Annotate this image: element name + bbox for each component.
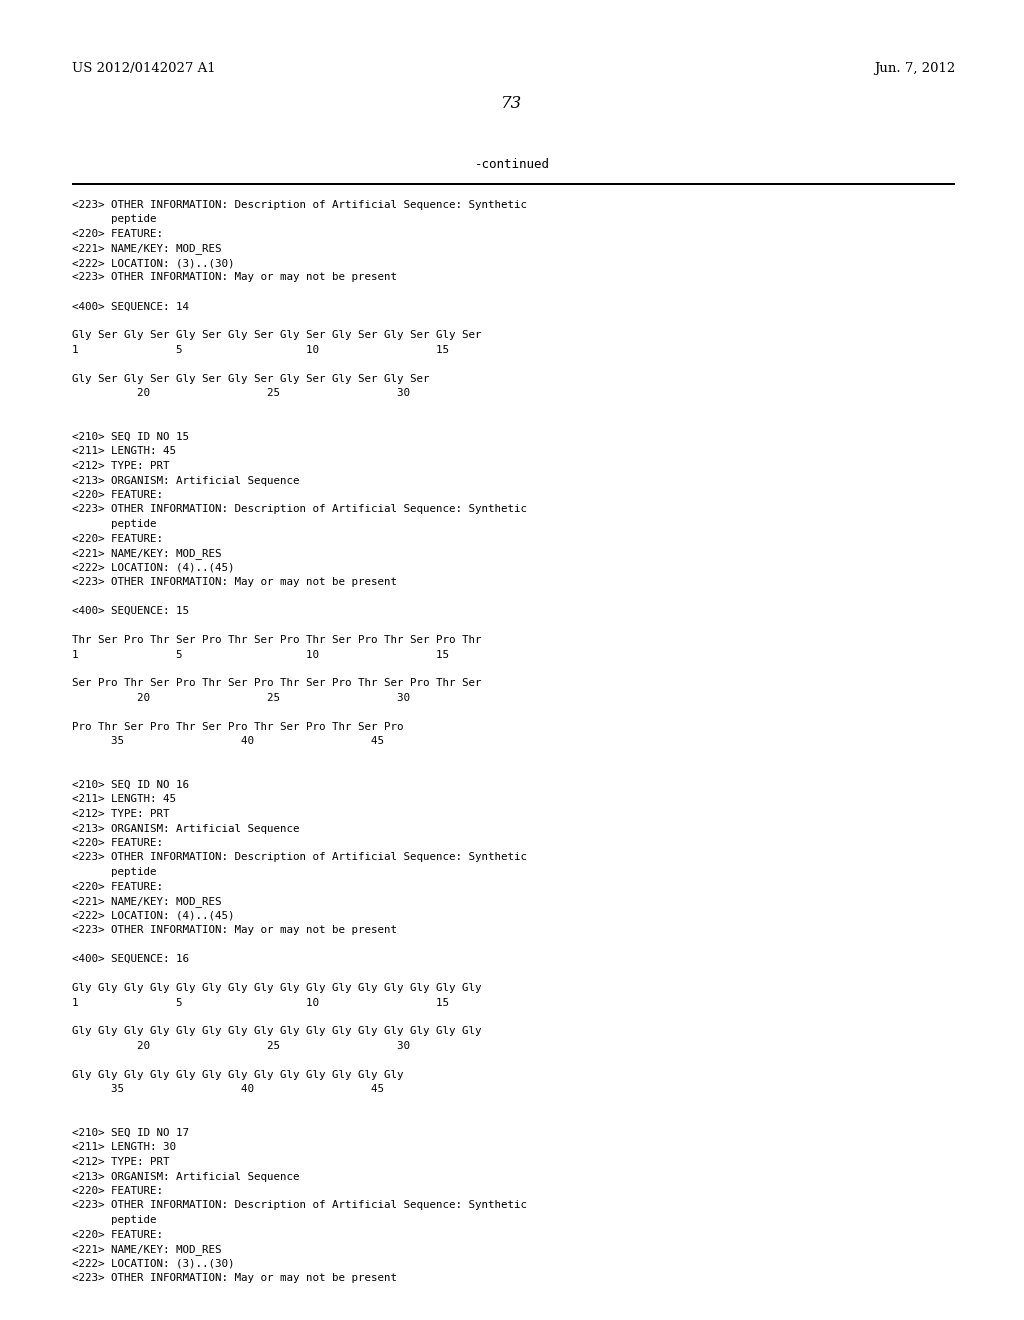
Text: <400> SEQUENCE: 14: <400> SEQUENCE: 14 — [72, 301, 189, 312]
Text: 20                  25                  30: 20 25 30 — [72, 388, 410, 399]
Text: <220> FEATURE:: <220> FEATURE: — [72, 1185, 163, 1196]
Text: <213> ORGANISM: Artificial Sequence: <213> ORGANISM: Artificial Sequence — [72, 824, 299, 833]
Text: 20                  25                  30: 20 25 30 — [72, 693, 410, 704]
Text: <220> FEATURE:: <220> FEATURE: — [72, 490, 163, 500]
Text: <222> LOCATION: (4)..(45): <222> LOCATION: (4)..(45) — [72, 562, 234, 573]
Text: <223> OTHER INFORMATION: Description of Artificial Sequence: Synthetic: <223> OTHER INFORMATION: Description of … — [72, 201, 527, 210]
Text: peptide: peptide — [72, 519, 157, 529]
Text: Gly Gly Gly Gly Gly Gly Gly Gly Gly Gly Gly Gly Gly Gly Gly Gly: Gly Gly Gly Gly Gly Gly Gly Gly Gly Gly … — [72, 983, 481, 993]
Text: <212> TYPE: PRT: <212> TYPE: PRT — [72, 1158, 170, 1167]
Text: <211> LENGTH: 30: <211> LENGTH: 30 — [72, 1143, 176, 1152]
Text: US 2012/0142027 A1: US 2012/0142027 A1 — [72, 62, 216, 75]
Text: <223> OTHER INFORMATION: May or may not be present: <223> OTHER INFORMATION: May or may not … — [72, 272, 397, 282]
Text: 1               5                   10                  15: 1 5 10 15 — [72, 649, 449, 660]
Text: Gly Ser Gly Ser Gly Ser Gly Ser Gly Ser Gly Ser Gly Ser: Gly Ser Gly Ser Gly Ser Gly Ser Gly Ser … — [72, 374, 429, 384]
Text: <223> OTHER INFORMATION: Description of Artificial Sequence: Synthetic: <223> OTHER INFORMATION: Description of … — [72, 1200, 527, 1210]
Text: <213> ORGANISM: Artificial Sequence: <213> ORGANISM: Artificial Sequence — [72, 475, 299, 486]
Text: <212> TYPE: PRT: <212> TYPE: PRT — [72, 461, 170, 471]
Text: 35                  40                  45: 35 40 45 — [72, 1085, 384, 1094]
Text: <222> LOCATION: (3)..(30): <222> LOCATION: (3)..(30) — [72, 257, 234, 268]
Text: 20                  25                  30: 20 25 30 — [72, 1041, 410, 1051]
Text: <211> LENGTH: 45: <211> LENGTH: 45 — [72, 795, 176, 804]
Text: <400> SEQUENCE: 16: <400> SEQUENCE: 16 — [72, 954, 189, 964]
Text: <211> LENGTH: 45: <211> LENGTH: 45 — [72, 446, 176, 457]
Text: <213> ORGANISM: Artificial Sequence: <213> ORGANISM: Artificial Sequence — [72, 1172, 299, 1181]
Text: Gly Gly Gly Gly Gly Gly Gly Gly Gly Gly Gly Gly Gly: Gly Gly Gly Gly Gly Gly Gly Gly Gly Gly … — [72, 1071, 403, 1080]
Text: Pro Thr Ser Pro Thr Ser Pro Thr Ser Pro Thr Ser Pro: Pro Thr Ser Pro Thr Ser Pro Thr Ser Pro … — [72, 722, 403, 733]
Text: <220> FEATURE:: <220> FEATURE: — [72, 838, 163, 847]
Text: <221> NAME/KEY: MOD_RES: <221> NAME/KEY: MOD_RES — [72, 243, 221, 255]
Text: peptide: peptide — [72, 214, 157, 224]
Text: <223> OTHER INFORMATION: Description of Artificial Sequence: Synthetic: <223> OTHER INFORMATION: Description of … — [72, 504, 527, 515]
Text: Gly Gly Gly Gly Gly Gly Gly Gly Gly Gly Gly Gly Gly Gly Gly Gly: Gly Gly Gly Gly Gly Gly Gly Gly Gly Gly … — [72, 1027, 481, 1036]
Text: <220> FEATURE:: <220> FEATURE: — [72, 882, 163, 891]
Text: Gly Ser Gly Ser Gly Ser Gly Ser Gly Ser Gly Ser Gly Ser Gly Ser: Gly Ser Gly Ser Gly Ser Gly Ser Gly Ser … — [72, 330, 481, 341]
Text: 1               5                   10                  15: 1 5 10 15 — [72, 345, 449, 355]
Text: <210> SEQ ID NO 17: <210> SEQ ID NO 17 — [72, 1129, 189, 1138]
Text: <221> NAME/KEY: MOD_RES: <221> NAME/KEY: MOD_RES — [72, 1243, 221, 1255]
Text: <223> OTHER INFORMATION: May or may not be present: <223> OTHER INFORMATION: May or may not … — [72, 577, 397, 587]
Text: <220> FEATURE:: <220> FEATURE: — [72, 533, 163, 544]
Text: <221> NAME/KEY: MOD_RES: <221> NAME/KEY: MOD_RES — [72, 548, 221, 558]
Text: Jun. 7, 2012: Jun. 7, 2012 — [873, 62, 955, 75]
Text: peptide: peptide — [72, 867, 157, 876]
Text: <212> TYPE: PRT: <212> TYPE: PRT — [72, 809, 170, 818]
Text: <210> SEQ ID NO 15: <210> SEQ ID NO 15 — [72, 432, 189, 442]
Text: <223> OTHER INFORMATION: May or may not be present: <223> OTHER INFORMATION: May or may not … — [72, 1272, 397, 1283]
Text: <220> FEATURE:: <220> FEATURE: — [72, 228, 163, 239]
Text: -continued: -continued — [474, 158, 550, 172]
Text: <400> SEQUENCE: 15: <400> SEQUENCE: 15 — [72, 606, 189, 616]
Text: peptide: peptide — [72, 1214, 157, 1225]
Text: <223> OTHER INFORMATION: Description of Artificial Sequence: Synthetic: <223> OTHER INFORMATION: Description of … — [72, 853, 527, 862]
Text: <222> LOCATION: (3)..(30): <222> LOCATION: (3)..(30) — [72, 1258, 234, 1269]
Text: <221> NAME/KEY: MOD_RES: <221> NAME/KEY: MOD_RES — [72, 896, 221, 907]
Text: Ser Pro Thr Ser Pro Thr Ser Pro Thr Ser Pro Thr Ser Pro Thr Ser: Ser Pro Thr Ser Pro Thr Ser Pro Thr Ser … — [72, 678, 481, 689]
Text: 35                  40                  45: 35 40 45 — [72, 737, 384, 747]
Text: 1               5                   10                  15: 1 5 10 15 — [72, 998, 449, 1007]
Text: <220> FEATURE:: <220> FEATURE: — [72, 1229, 163, 1239]
Text: <210> SEQ ID NO 16: <210> SEQ ID NO 16 — [72, 780, 189, 789]
Text: <223> OTHER INFORMATION: May or may not be present: <223> OTHER INFORMATION: May or may not … — [72, 925, 397, 935]
Text: 73: 73 — [502, 95, 522, 112]
Text: Thr Ser Pro Thr Ser Pro Thr Ser Pro Thr Ser Pro Thr Ser Pro Thr: Thr Ser Pro Thr Ser Pro Thr Ser Pro Thr … — [72, 635, 481, 645]
Text: <222> LOCATION: (4)..(45): <222> LOCATION: (4)..(45) — [72, 911, 234, 920]
